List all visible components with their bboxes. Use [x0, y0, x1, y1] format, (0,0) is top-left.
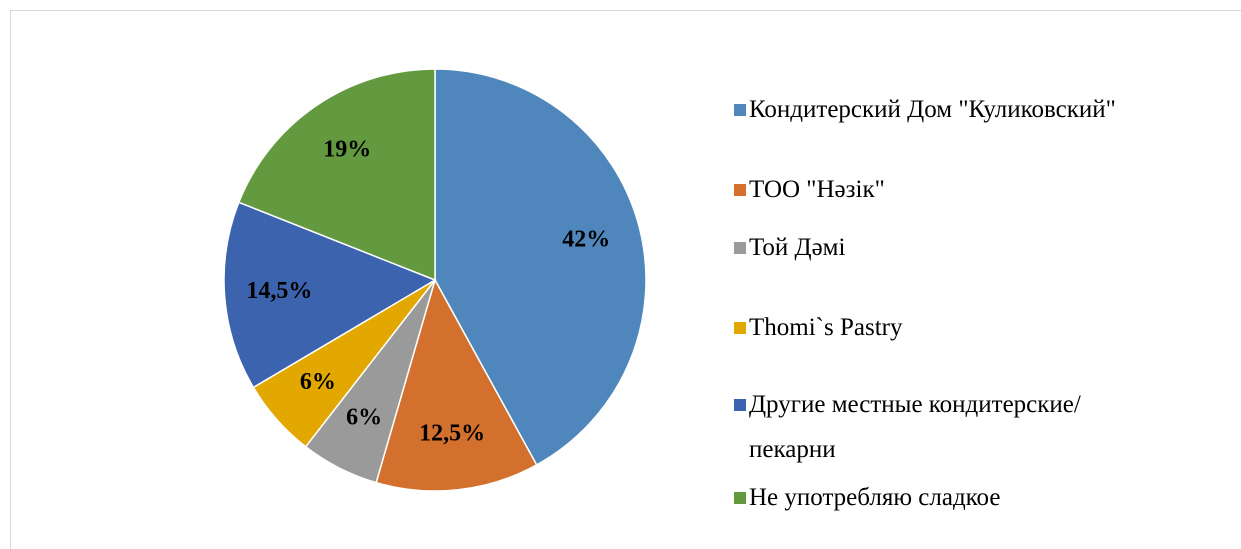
- legend-swatch: [734, 184, 746, 196]
- legend-swatch: [734, 399, 746, 411]
- legend-item: Не употребляю сладкое: [734, 475, 1174, 520]
- pie-slice: [375, 278, 538, 492]
- legend-swatch: [734, 242, 746, 254]
- legend-label: ТОО "Нәзік": [749, 176, 885, 203]
- legend-item: Thomi`s Pastry: [734, 305, 1174, 350]
- legend-swatch: [734, 322, 746, 334]
- chart-frame: [10, 10, 1241, 549]
- data-label: 14,5%: [246, 278, 312, 304]
- legend-label: Кондитерский Дом "Куликовский": [749, 96, 1116, 123]
- data-label: 42%: [562, 227, 610, 253]
- legend-label: Не употребляю сладкое: [749, 484, 1001, 511]
- data-label: 12,5%: [419, 421, 485, 447]
- data-label: 6%: [346, 405, 382, 431]
- data-label: 6%: [300, 369, 336, 395]
- pie-slice: [434, 68, 647, 466]
- legend-item: ТОО "Нәзік": [734, 167, 1174, 212]
- pie-slice: [237, 68, 436, 282]
- legend-item: Кондитерский Дом "Куликовский": [734, 87, 1174, 132]
- legend-swatch: [734, 492, 746, 504]
- legend-item: Той Дәмі: [734, 225, 1174, 270]
- legend-label: Thomi`s Pastry: [749, 314, 903, 341]
- legend-label: Той Дәмі: [749, 234, 846, 261]
- legend-item: Другие местные кондитерские/пекарни: [734, 382, 1174, 472]
- legend-label: Другие местные кондитерские/пекарни: [749, 391, 1081, 463]
- legend-swatch: [734, 104, 746, 116]
- pie-slice: [223, 201, 437, 389]
- data-label: 19%: [323, 136, 371, 162]
